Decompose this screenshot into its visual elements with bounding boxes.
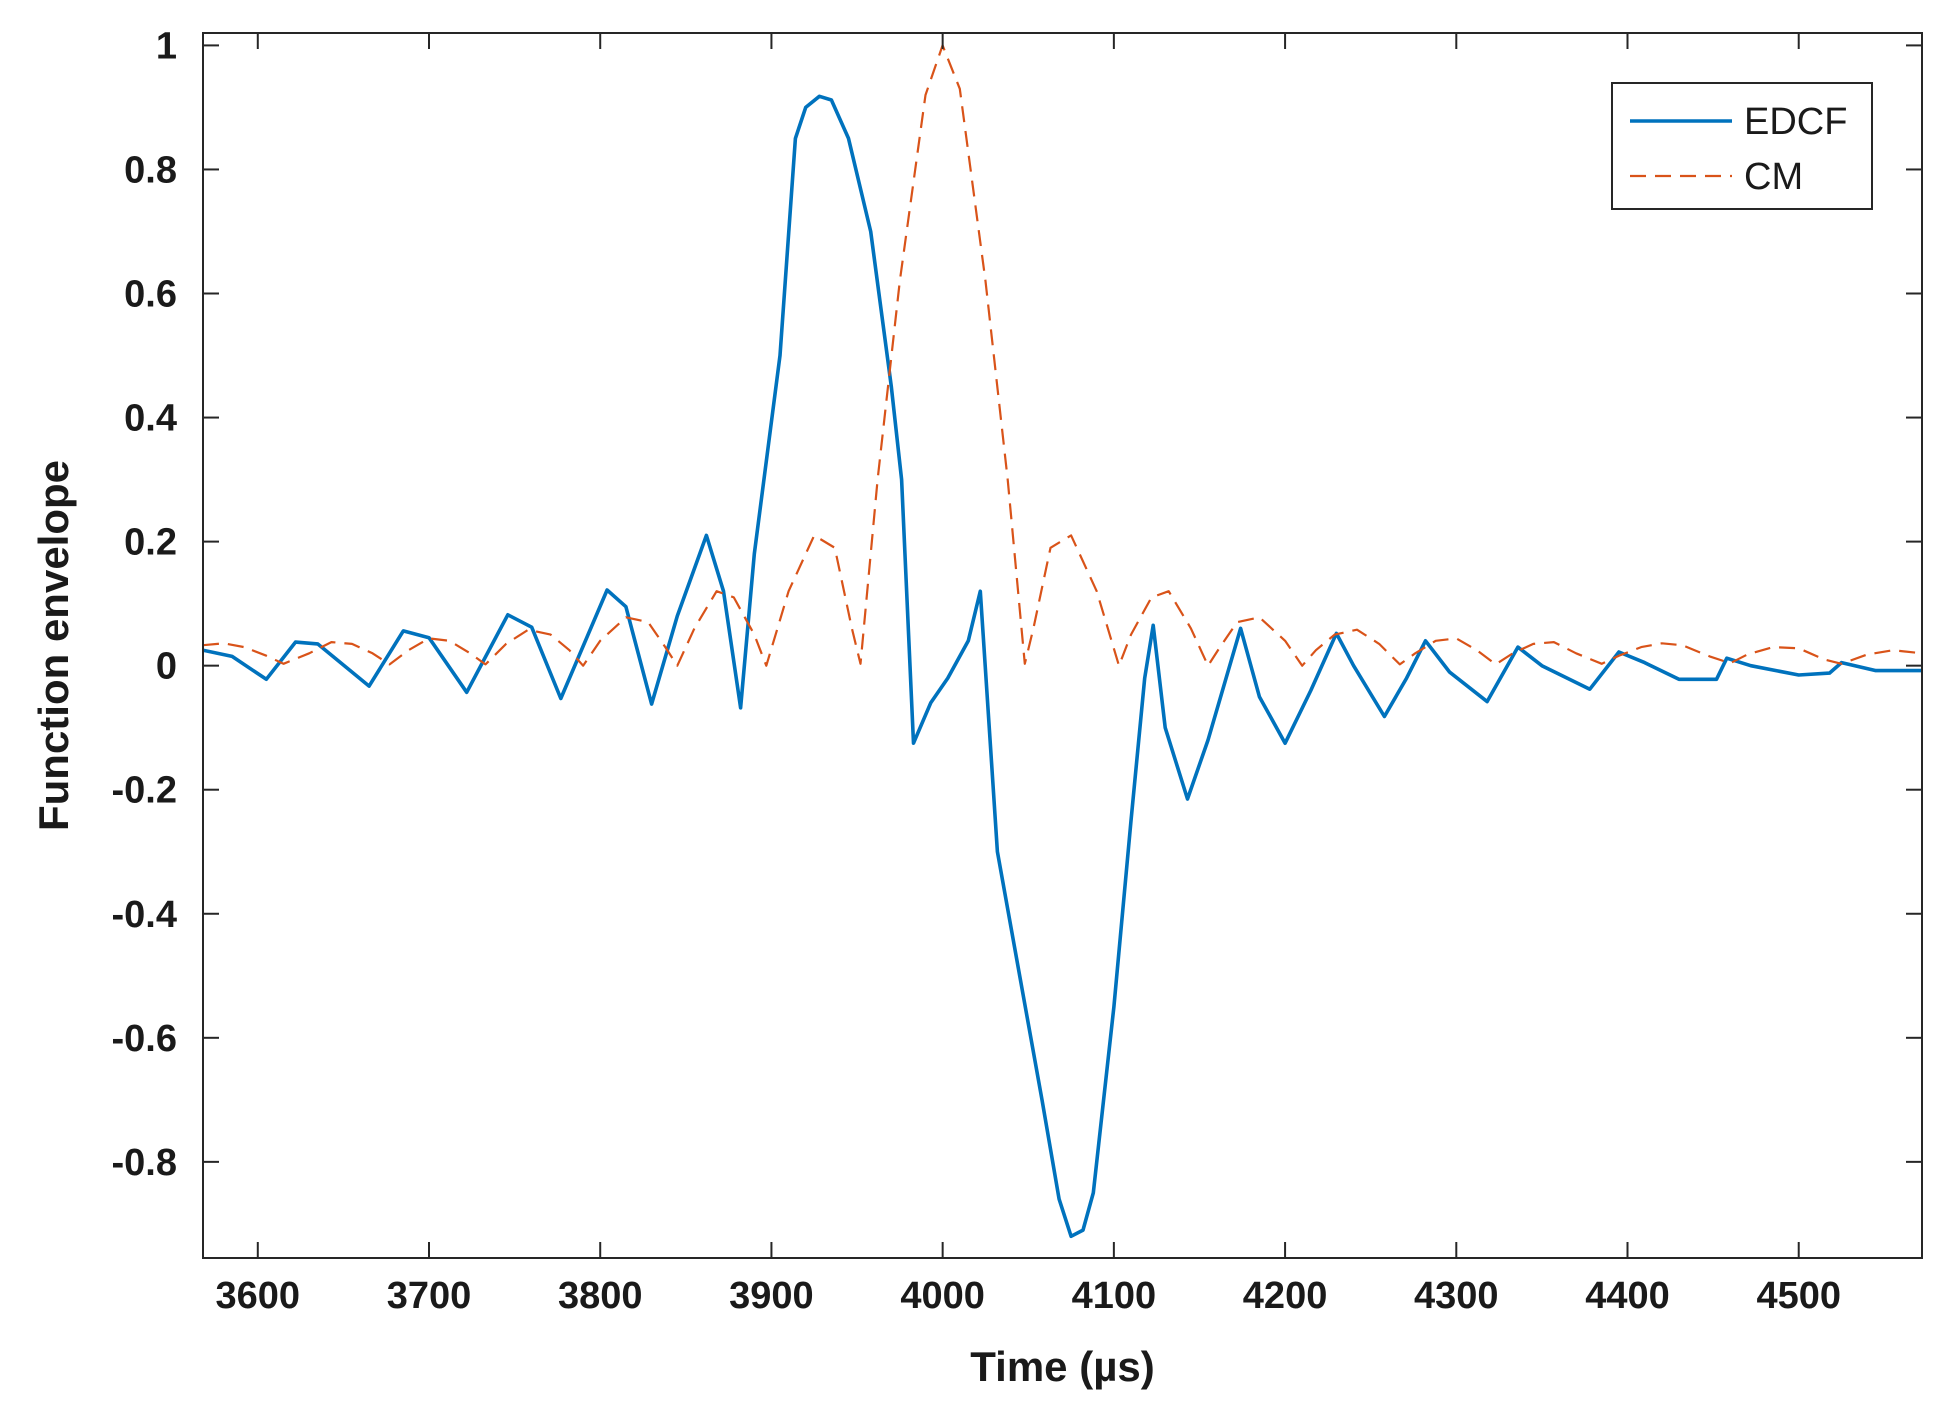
y-axis: -0.8 -0.6 -0.4 -0.2 0 0.2 0.4 0.6 0.8 1 (112, 25, 1922, 1184)
y-tick-label: 0.6 (124, 274, 177, 316)
x-tick-label: 3600 (216, 1275, 301, 1317)
y-tick-label: 0.4 (124, 398, 177, 440)
y-tick-label: 0.8 (124, 149, 177, 191)
y-tick-label: -0.4 (112, 894, 177, 936)
x-tick-label: 3900 (729, 1275, 814, 1317)
x-tick-label: 4000 (900, 1275, 985, 1317)
x-axis: 3600 3700 3800 3900 4000 4100 4200 4300 4400 4500 (216, 33, 1841, 1317)
legend-label-edcf: EDCF (1744, 101, 1847, 143)
x-tick-label: 4200 (1243, 1275, 1328, 1317)
plot-area (203, 44, 1922, 1239)
y-tick-label: 0 (156, 646, 177, 688)
series-line-cm (203, 44, 1922, 667)
y-axis-title: Function envelope (30, 460, 77, 831)
y-tick-label: 1 (156, 25, 177, 67)
y-tick-label: 0.2 (124, 522, 177, 564)
x-tick-label: 4400 (1585, 1275, 1670, 1317)
legend: EDCF CM (1611, 82, 1873, 210)
x-tick-label: 3700 (387, 1275, 472, 1317)
x-tick-label: 4100 (1072, 1275, 1157, 1317)
legend-label-cm: CM (1744, 156, 1803, 198)
x-tick-label: 4500 (1756, 1275, 1841, 1317)
series-line-edcf (203, 94, 1922, 1239)
y-tick-label: -0.8 (112, 1142, 177, 1184)
y-tick-label: -0.2 (112, 770, 177, 812)
x-tick-label: 3800 (558, 1275, 643, 1317)
axes-box (202, 32, 1923, 1259)
legend-box (1611, 82, 1873, 210)
x-axis-title: Time (µs) (970, 1343, 1154, 1390)
x-tick-label: 4300 (1414, 1275, 1499, 1317)
y-tick-label: -0.6 (112, 1018, 177, 1060)
